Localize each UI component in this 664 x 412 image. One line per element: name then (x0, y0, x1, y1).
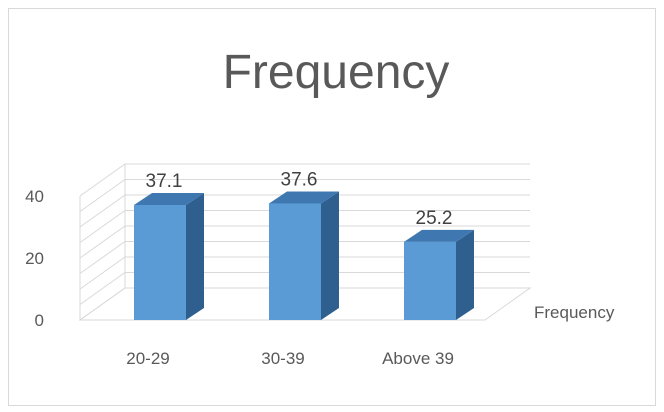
y-tick-label: 40 (25, 187, 44, 206)
bar-side (321, 191, 339, 320)
chart-grid (78, 163, 532, 321)
x-category-label: Above 39 (382, 349, 454, 368)
bar (134, 192, 204, 320)
y-tick-label: 20 (25, 249, 44, 268)
chart-bars (134, 191, 474, 320)
data-label: 37.6 (281, 169, 318, 190)
bar-top (269, 191, 339, 204)
bar-front (134, 204, 186, 320)
x-category-label: 30-39 (261, 349, 304, 368)
data-label: 25.2 (416, 208, 453, 229)
x-category-label: 20-29 (126, 349, 169, 368)
bar-front (269, 203, 321, 320)
data-labels: 37.1 37.6 25.2 (146, 169, 453, 228)
bar-top (134, 192, 204, 205)
y-tick-label: 0 (35, 311, 44, 330)
data-label: 37.1 (146, 171, 183, 192)
bar-side (186, 192, 204, 320)
bar (404, 229, 474, 320)
y-axis-ticks: 0 20 40 (25, 187, 44, 330)
chart-title: Frequency (223, 46, 450, 99)
legend-series-name: Frequency (534, 303, 615, 322)
bar-front (404, 241, 456, 320)
bar-top (404, 229, 474, 242)
x-axis-categories: 20-29 30-39 Above 39 (126, 349, 454, 368)
bar (269, 191, 339, 320)
bar-side (456, 229, 474, 320)
